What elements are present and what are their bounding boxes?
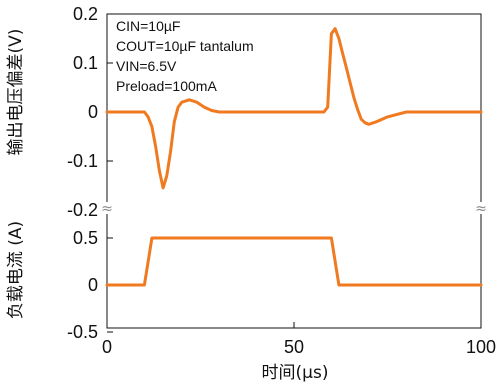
x-tick-label: 50 xyxy=(284,337,304,357)
axis-break-mark: ≈ xyxy=(475,201,487,217)
axis-break-mask xyxy=(99,202,115,214)
y-tick-label-voltage: 0.1 xyxy=(73,53,98,73)
axis-break-mark: ≈ xyxy=(101,201,113,217)
y-tick-label-voltage: -0.2 xyxy=(67,200,98,220)
y-axis-label-voltage: 输出电压偏差(V) xyxy=(6,29,26,156)
y-tick-label-voltage: -0.1 xyxy=(67,151,98,171)
annotation-text: Preload=100mA xyxy=(116,78,217,94)
annotation-box: CIN=10µF COUT=10µF tantalum VIN=6.5V Preloa… xyxy=(116,18,254,94)
y-tick-label-current: -0.5 xyxy=(67,322,98,342)
x-tick-label: 100 xyxy=(466,337,496,357)
series-line-load-current xyxy=(105,236,483,287)
y-axis-label-current: 负载电流 (A) xyxy=(6,221,26,319)
y-tick-label-voltage: 0 xyxy=(88,102,98,122)
x-axis-label: 时间(µs) xyxy=(262,363,329,383)
x-tick-label: 0 xyxy=(102,337,112,357)
y-tick-label-current: 0 xyxy=(88,275,98,295)
series-lines xyxy=(105,27,483,287)
annotation-text: COUT=10µF tantalum xyxy=(116,38,254,54)
annotation-text: CIN=10µF xyxy=(116,18,180,34)
series-line-voltage-deviation xyxy=(105,27,483,190)
axis-break-mask xyxy=(473,202,489,214)
y-tick-label-current: 0.5 xyxy=(73,228,98,248)
y-tick-label-voltage: 0.2 xyxy=(73,4,98,24)
annotation-text: VIN=6.5V xyxy=(116,58,177,74)
axis-breaks: ≈ ≈ xyxy=(99,201,489,217)
